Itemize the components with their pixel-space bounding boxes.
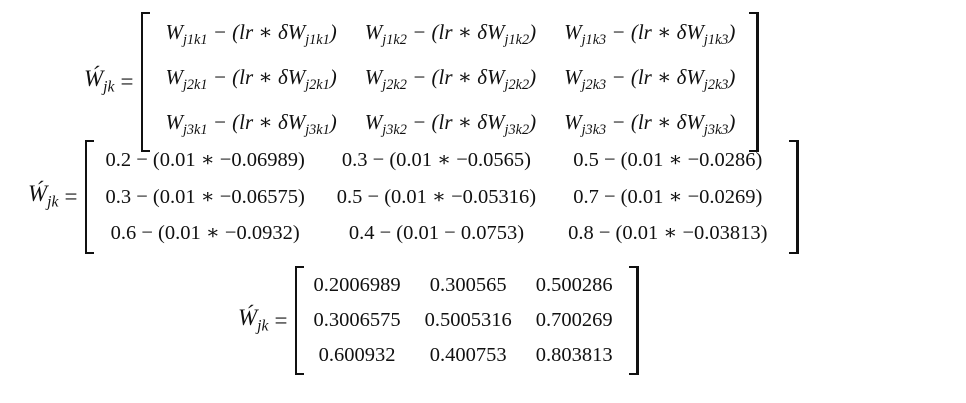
cell-text: ) bbox=[529, 20, 537, 44]
matrix-cell: 0.4 − (0.01 − 0.0753) bbox=[348, 222, 525, 244]
lhs-subscript: jk bbox=[103, 79, 115, 97]
matrix-cell: 0.700269 bbox=[535, 309, 613, 331]
cell-text: W bbox=[564, 110, 582, 135]
matrix-cell: 0.3 − (0.01 ∗ −0.0565) bbox=[341, 149, 531, 171]
matrix-cell: 0.2006989 bbox=[313, 274, 401, 296]
matrix-cell: Wj1k1 − (lr ∗ δWj1k1) bbox=[151, 14, 350, 59]
lhs-text: Ẃ bbox=[28, 181, 48, 207]
matrix: Wj1k1 − (lr ∗ δWj1k1) Wj1k2 − (lr ∗ δWj1k… bbox=[141, 12, 760, 152]
cell-subscript: j2k2 bbox=[504, 77, 530, 94]
cell-subscript: j3k3 bbox=[581, 122, 607, 139]
cell-text: W bbox=[364, 20, 383, 44]
cell-subscript: j1k3 bbox=[581, 32, 607, 49]
matrix-cell: Wj2k1 − (lr ∗ δWj2k1) bbox=[151, 59, 350, 104]
matrix-cell: 0.400753 bbox=[429, 344, 507, 366]
matrix-cell: 0.500286 bbox=[535, 274, 613, 296]
cell-text: − (lr ∗ δW bbox=[406, 110, 505, 135]
cell-text: − (lr ∗ δW bbox=[606, 110, 704, 135]
matrix: 0.2 − (0.01 ∗ −0.06989) 0.3 − (0.01 ∗ −0.… bbox=[85, 140, 800, 254]
cell-text: W bbox=[364, 65, 383, 90]
cell-text: ) bbox=[329, 20, 337, 44]
equals-sign: = bbox=[120, 68, 134, 94]
cell-subscript: j3k3 bbox=[703, 122, 729, 139]
matrix-cell: 0.5005316 bbox=[424, 309, 512, 331]
matrix-cell: 0.300565 bbox=[429, 274, 507, 296]
matrix-cell: 0.5 − (0.01 ∗ −0.05316) bbox=[336, 185, 537, 208]
cell-text: W bbox=[165, 110, 183, 135]
cell-text: ) bbox=[529, 65, 537, 90]
cell-subscript: j3k2 bbox=[382, 122, 407, 139]
lhs-text: Ẃ bbox=[84, 66, 104, 92]
matrix-cell: Wj2k2 − (lr ∗ δWj2k2) bbox=[351, 59, 550, 104]
equation: Ẃjk = Wj1k1 − (lr ∗ δWj1k1) Wj1k2 − (lr ∗ δ… bbox=[84, 12, 760, 152]
matrix-cell: 0.6 − (0.01 ∗ −0.0932) bbox=[110, 222, 300, 244]
matrix-cell: 0.5 − (0.01 ∗ −0.0286) bbox=[573, 149, 763, 171]
cell-subscript: j2k3 bbox=[703, 77, 729, 94]
cell-subscript: j3k2 bbox=[504, 122, 530, 139]
cell-subscript: j2k1 bbox=[182, 77, 208, 94]
cell-text: − (lr ∗ δW bbox=[406, 65, 505, 90]
equation: Ẃjk = 0.2 − (0.01 ∗ −0.06989) 0.3 − (0.01 ∗… bbox=[28, 140, 800, 254]
matrix-cell: Wj3k2 − (lr ∗ δWj3k2) bbox=[351, 104, 550, 149]
cell-text: ) bbox=[329, 110, 337, 135]
matrix-cell: Wj1k3 − (lr ∗ δWj1k3) bbox=[550, 14, 749, 59]
cell-text: W bbox=[364, 110, 383, 135]
equation-lhs: Ẃjk bbox=[84, 66, 114, 97]
matrix-cell: 0.7 − (0.01 ∗ −0.0269) bbox=[573, 185, 763, 208]
cell-text: W bbox=[165, 65, 183, 90]
matrix-cell: 0.803813 bbox=[535, 344, 613, 366]
cell-subscript: j3k1 bbox=[305, 122, 330, 139]
matrix-cell: 0.3006575 bbox=[313, 309, 401, 331]
cell-text: ) bbox=[728, 110, 736, 135]
cell-subscript: j1k3 bbox=[703, 32, 729, 49]
cell-text: W bbox=[564, 20, 582, 44]
lhs-subscript: jk bbox=[47, 194, 59, 212]
cell-text: − (lr ∗ δW bbox=[606, 65, 704, 90]
matrix-cell: Wj2k3 − (lr ∗ δWj2k3) bbox=[550, 59, 749, 104]
matrix: 0.2006989 0.300565 0.500286 0.3006575 0.5005… bbox=[295, 266, 639, 375]
cell-text: W bbox=[564, 65, 582, 90]
equation-lhs: Ẃjk bbox=[238, 305, 268, 336]
matrix-cell: Wj3k1 − (lr ∗ δWj3k1) bbox=[151, 104, 350, 149]
cell-text: − (lr ∗ δW bbox=[207, 65, 306, 90]
cell-text: − (lr ∗ δW bbox=[606, 20, 704, 44]
matrix-cell: 0.3 − (0.01 ∗ −0.06575) bbox=[105, 185, 305, 208]
cell-subscript: j3k1 bbox=[182, 122, 208, 139]
cell-subscript: j1k2 bbox=[382, 32, 407, 49]
equals-sign: = bbox=[64, 183, 78, 209]
cell-text: ) bbox=[329, 65, 337, 90]
cell-subscript: j2k1 bbox=[305, 77, 330, 94]
cell-text: − (lr ∗ δW bbox=[207, 110, 306, 135]
cell-subscript: j2k2 bbox=[382, 77, 407, 94]
matrix-cell: Wj1k2 − (lr ∗ δWj1k2) bbox=[351, 14, 550, 59]
cell-text: − (lr ∗ δW bbox=[207, 20, 306, 44]
cell-text: − (lr ∗ δW bbox=[406, 20, 505, 44]
cell-subscript: j1k1 bbox=[182, 32, 208, 49]
lhs-subscript: jk bbox=[257, 317, 269, 335]
equation-lhs: Ẃjk bbox=[28, 181, 58, 212]
matrix-cell: 0.2 − (0.01 ∗ −0.06989) bbox=[105, 149, 305, 171]
cell-subscript: j1k2 bbox=[504, 32, 530, 49]
cell-subscript: j2k3 bbox=[581, 77, 607, 94]
matrix-cell: 0.8 − (0.01 ∗ −0.03813) bbox=[568, 222, 768, 244]
lhs-text: Ẃ bbox=[238, 305, 258, 331]
cell-text: ) bbox=[728, 20, 736, 44]
cell-text: ) bbox=[728, 65, 736, 90]
equals-sign: = bbox=[274, 307, 288, 333]
matrix-cell: Wj3k3 − (lr ∗ δWj3k3) bbox=[550, 104, 749, 149]
equation: Ẃjk = 0.2006989 0.300565 0.500286 0.3006575 0.… bbox=[238, 266, 639, 375]
cell-text: W bbox=[165, 20, 183, 44]
matrix-cell: 0.600932 bbox=[318, 344, 396, 366]
cell-subscript: j1k1 bbox=[305, 32, 330, 49]
cell-text: ) bbox=[529, 110, 537, 135]
